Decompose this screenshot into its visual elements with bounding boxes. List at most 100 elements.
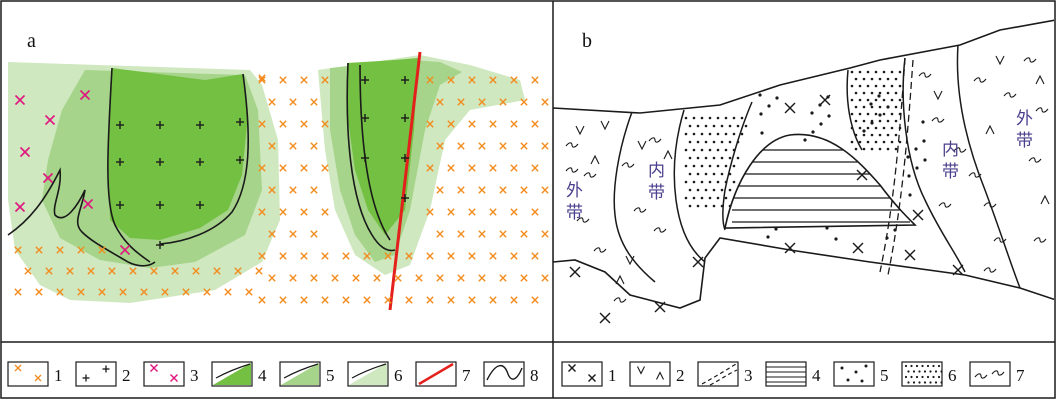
- orange-cross-symbol: [499, 230, 507, 238]
- dense-dot-symbol: [870, 105, 874, 109]
- zone-boundary-inner-left: [673, 109, 706, 263]
- alteration-zone-dark-left: [108, 68, 248, 240]
- dense-dot-symbol: [688, 140, 692, 144]
- orange-cross-symbol: [468, 120, 476, 128]
- x-symbol: [819, 94, 831, 106]
- caret-symbol: [1040, 194, 1050, 205]
- legend-magenta-cross: [150, 364, 158, 372]
- orange-cross-symbol: [531, 296, 539, 304]
- orange-cross-symbol: [541, 98, 549, 106]
- plus-symbol: [156, 241, 164, 249]
- legend-item: 3: [697, 361, 753, 387]
- orange-cross-symbol: [468, 252, 476, 260]
- orange-cross-symbol: [468, 76, 476, 84]
- orange-cross-symbol: [321, 120, 329, 128]
- x-symbol: [569, 266, 581, 278]
- dense-dot-symbol: [684, 196, 688, 200]
- dense-dot-symbol: [692, 196, 696, 200]
- dot-symbol: [810, 111, 814, 115]
- v-symbol: [600, 120, 610, 131]
- orange-cross-symbol: [24, 267, 32, 275]
- panel-a: [7, 51, 549, 311]
- alteration-zone-dark-right: [347, 58, 418, 235]
- x-symbol: [784, 102, 796, 114]
- orange-cross-symbol: [321, 164, 329, 172]
- orange-cross-symbol: [489, 208, 497, 216]
- plus-symbol: [401, 154, 409, 162]
- dense-dot-symbol: [728, 204, 732, 208]
- plus-symbol: [116, 158, 124, 166]
- dense-dot-symbol: [866, 70, 870, 74]
- plus-symbol: [236, 156, 244, 164]
- dense-dot-symbol: [898, 84, 902, 88]
- dense-dot-symbol: [684, 180, 688, 184]
- orange-cross-symbol: [258, 74, 266, 82]
- dense-dot-symbol: [684, 132, 688, 136]
- plus-symbol: [401, 194, 409, 202]
- plus-symbol: [116, 201, 124, 209]
- x-symbol: [952, 264, 964, 276]
- dense-dot-symbol: [854, 119, 858, 123]
- dense-dot-symbol: [720, 204, 724, 208]
- orange-cross-symbol: [489, 120, 497, 128]
- dense-dot-symbol: [700, 164, 704, 168]
- dot-symbol: [767, 104, 771, 108]
- dot-symbol: [922, 139, 926, 143]
- dense-dot-symbol: [724, 164, 728, 168]
- dense-dot-symbol: [692, 132, 696, 136]
- dense-dot-symbol: [728, 156, 732, 160]
- magenta-cross-symbols: [14, 89, 131, 256]
- dot-symbol: [766, 235, 770, 239]
- orange-cross-symbol: [289, 274, 297, 282]
- dense-dot-symbol: [878, 77, 882, 81]
- dot-symbol: [759, 112, 763, 116]
- dense-dot-symbol: [882, 98, 886, 102]
- wave-symbol: [968, 172, 982, 178]
- dot-symbol: [908, 193, 912, 197]
- orange-cross-symbol: [331, 274, 339, 282]
- dot-symbol: [921, 120, 925, 124]
- dense-dot-symbol: [894, 105, 898, 109]
- dense-dot-symbol: [898, 70, 902, 74]
- dense-dot-symbol: [696, 204, 700, 208]
- wave-symbol: [613, 297, 627, 303]
- orange-cross-symbol: [510, 76, 518, 84]
- magenta-cross-symbol: [79, 89, 91, 101]
- orange-cross-symbol: [415, 274, 423, 282]
- legend-item: 2: [629, 361, 685, 387]
- dense-dot-symbol: [886, 119, 890, 123]
- dense-dot-symbol: [684, 164, 688, 168]
- dot-symbol: [774, 227, 778, 231]
- plus-symbol: [156, 201, 164, 209]
- plus-symbol: [156, 121, 164, 129]
- dense-dot-symbol: [866, 126, 870, 130]
- wave-symbol: [1035, 107, 1049, 113]
- dense-dot-symbol: [894, 77, 898, 81]
- dense-dot-symbol: [736, 156, 740, 160]
- panel-b: 外带 内带 内带 外带: [553, 19, 1054, 324]
- orange-cross-symbol: [129, 267, 137, 275]
- dense-dot-symbol: [704, 156, 708, 160]
- orange-cross-symbol: [447, 296, 455, 304]
- plus-symbol: [236, 118, 244, 126]
- dense-dot-symbol: [712, 124, 716, 128]
- dot-symbol: [811, 130, 815, 134]
- orange-cross-symbol: [510, 164, 518, 172]
- caret-symbol: [1035, 74, 1045, 85]
- x-symbol: [856, 169, 868, 181]
- wave-symbol: [648, 137, 662, 143]
- dot-symbol: [827, 114, 831, 118]
- dense-dot-symbol: [866, 112, 870, 116]
- orange-cross-symbol: [478, 142, 486, 150]
- legend-item: 3: [143, 361, 199, 387]
- dense-dot-symbol: [688, 124, 692, 128]
- dense-dot-symbol: [700, 116, 704, 120]
- orange-cross-symbol: [171, 267, 179, 275]
- dense-dot-symbol: [886, 91, 890, 95]
- orange-cross-symbol: [478, 98, 486, 106]
- dense-dot-symbol: [692, 148, 696, 152]
- dense-dot-symbol: [740, 116, 744, 120]
- fault-line: [388, 51, 422, 311]
- plus-symbol: [361, 114, 369, 122]
- zone-boundary-dots-right: [846, 69, 863, 151]
